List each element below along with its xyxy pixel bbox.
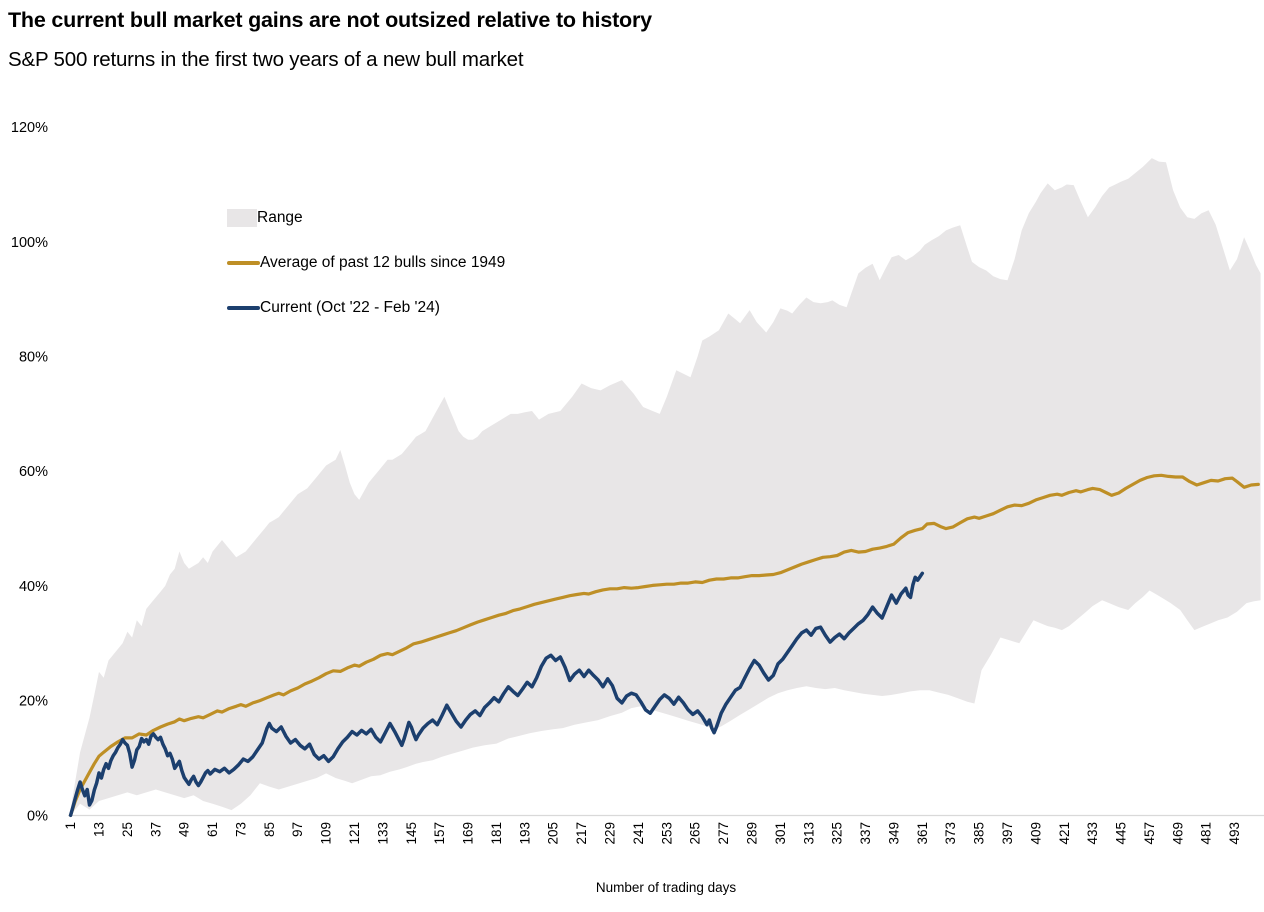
x-axis-title: Number of trading days xyxy=(595,880,737,895)
x-tick-label: 145 xyxy=(404,822,419,845)
y-tick-label: 40% xyxy=(19,579,48,595)
x-tick-label: 301 xyxy=(773,822,788,845)
x-tick-label: 97 xyxy=(290,822,305,837)
chart-subtitle: S&P 500 returns in the first two years o… xyxy=(8,48,524,71)
y-tick-label: 120% xyxy=(11,120,48,136)
x-tick-label: 493 xyxy=(1227,822,1242,845)
x-tick-label: 181 xyxy=(489,822,504,845)
x-tick-label: 109 xyxy=(319,822,334,845)
y-tick-label: 80% xyxy=(19,350,48,366)
x-tick-label: 253 xyxy=(659,822,674,845)
x-tick-label: 61 xyxy=(205,822,220,837)
x-tick-label: 445 xyxy=(1114,822,1129,845)
range-swatch-icon xyxy=(227,209,257,227)
x-tick-label: 205 xyxy=(546,822,561,845)
legend: Range Average of past 12 bulls since 194… xyxy=(227,206,505,341)
x-tick-label: 313 xyxy=(801,822,816,845)
x-tick-label: 73 xyxy=(233,822,248,837)
x-tick-label: 337 xyxy=(858,822,873,845)
legend-item-average: Average of past 12 bulls since 1949 xyxy=(227,251,505,275)
x-tick-label: 193 xyxy=(517,822,532,845)
x-tick-label: 373 xyxy=(943,822,958,845)
x-tick-label: 37 xyxy=(148,822,163,837)
x-tick-label: 157 xyxy=(432,822,447,845)
chart-title: The current bull market gains are not ou… xyxy=(8,8,652,32)
x-tick-label: 469 xyxy=(1170,822,1185,845)
legend-label: Average of past 12 bulls since 1949 xyxy=(260,254,506,272)
current-line-swatch-icon xyxy=(227,306,260,310)
x-tick-label: 361 xyxy=(915,822,930,845)
x-tick-label: 325 xyxy=(830,822,845,845)
y-tick-label: 60% xyxy=(19,464,48,480)
legend-item-current: Current (Oct '22 - Feb '24) xyxy=(227,296,505,320)
legend-label: Current (Oct '22 - Feb '24) xyxy=(260,299,440,317)
x-tick-label: 481 xyxy=(1199,822,1214,845)
legend-label: Range xyxy=(257,209,303,227)
x-tick-label: 241 xyxy=(631,822,646,845)
x-tick-label: 25 xyxy=(120,822,135,837)
legend-item-range: Range xyxy=(227,206,505,230)
x-tick-label: 49 xyxy=(177,822,192,837)
x-tick-label: 13 xyxy=(92,822,107,837)
x-tick-label: 409 xyxy=(1028,822,1043,845)
x-tick-label: 265 xyxy=(688,822,703,845)
x-tick-label: 217 xyxy=(574,822,589,845)
average-line-swatch-icon xyxy=(227,261,260,265)
x-tick-label: 421 xyxy=(1057,822,1072,845)
x-tick-label: 229 xyxy=(603,822,618,845)
x-tick-label: 457 xyxy=(1142,822,1157,845)
y-tick-label: 100% xyxy=(11,235,48,251)
y-tick-label: 0% xyxy=(27,808,48,824)
average-line xyxy=(68,473,1260,817)
current-line xyxy=(68,571,925,818)
x-tick-label: 349 xyxy=(886,822,901,845)
x-tick-label: 397 xyxy=(1000,822,1015,845)
range-band xyxy=(70,158,1261,816)
x-tick-label: 433 xyxy=(1085,822,1100,845)
x-tick-label: 169 xyxy=(461,822,476,845)
x-tick-label: 121 xyxy=(347,822,362,845)
x-tick-label: 133 xyxy=(375,822,390,845)
x-tick-label: 1 xyxy=(63,822,78,830)
x-tick-label: 289 xyxy=(745,822,760,845)
y-tick-label: 20% xyxy=(19,694,48,710)
x-tick-label: 385 xyxy=(972,822,987,845)
x-tick-label: 277 xyxy=(716,822,731,845)
x-tick-label: 85 xyxy=(262,822,277,837)
